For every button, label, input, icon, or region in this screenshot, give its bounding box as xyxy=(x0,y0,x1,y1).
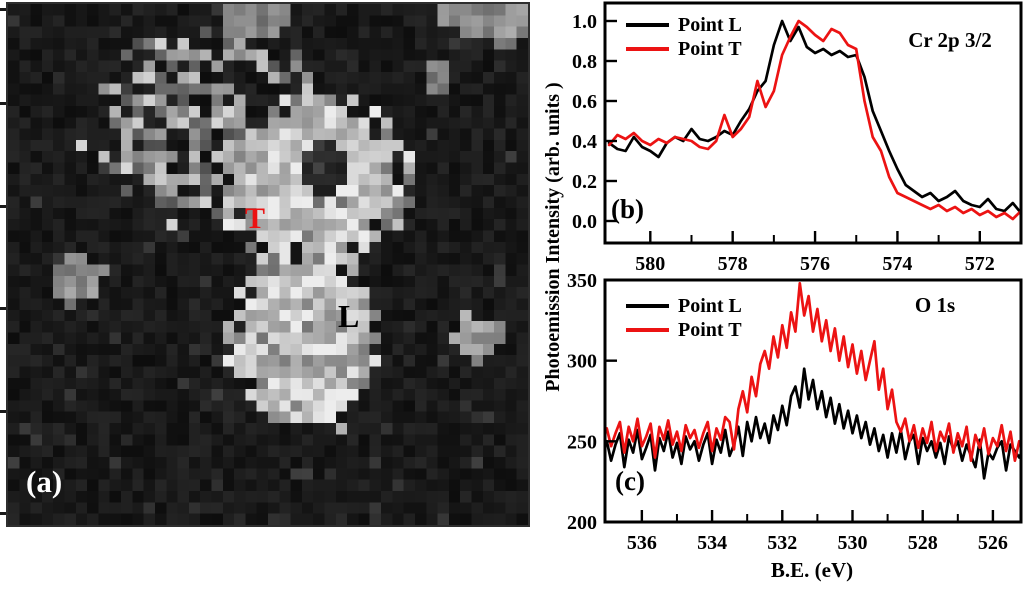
x-tick-label: 572 xyxy=(965,253,995,275)
annotation-o1s: O 1s xyxy=(914,293,956,317)
panel-c-label: (c) xyxy=(615,466,645,496)
image-scale-tick xyxy=(0,8,6,11)
y-tick-label: 0.2 xyxy=(572,171,597,193)
y-tick-label: 0.0 xyxy=(572,211,597,233)
legend-label: Point L xyxy=(678,295,742,317)
legend-item: Point T xyxy=(626,318,742,342)
y-tick-label: 200 xyxy=(567,512,597,534)
legend-line-point-t xyxy=(626,328,669,332)
axis-frame-o1s xyxy=(603,278,1023,524)
y-tick-label: 0.8 xyxy=(572,51,597,73)
point-l-marker: L xyxy=(338,298,360,334)
x-tick-label: 530 xyxy=(837,532,867,554)
x-tick-label: 532 xyxy=(767,532,797,554)
legend-label: Point T xyxy=(678,38,742,60)
x-tick-label: 536 xyxy=(627,532,657,554)
series-line-point-t-cr2p xyxy=(607,19,1021,221)
point-t-marker: T xyxy=(245,202,266,235)
legend-o1s: Point L Point T xyxy=(626,294,742,342)
legend-item: Point L xyxy=(626,13,742,37)
series-line-point-l-o1s xyxy=(605,367,1021,480)
y-tick-label: 0.6 xyxy=(572,91,597,113)
y-tick-label: 0.4 xyxy=(572,131,597,153)
x-tick-label: 574 xyxy=(882,253,912,275)
y-tick-label: 350 xyxy=(567,270,597,292)
legend-line-point-l xyxy=(626,23,669,27)
legend-item: Point L xyxy=(626,294,742,318)
x-tick-label: 526 xyxy=(978,532,1008,554)
legend-line-point-t xyxy=(626,47,669,51)
legend-cr2p: Point L Point T xyxy=(626,13,742,61)
x-tick-label: 528 xyxy=(908,532,938,554)
series-line-point-t-o1s xyxy=(605,281,1021,463)
legend-item: Point T xyxy=(626,37,742,61)
y-tick-label: 300 xyxy=(567,351,597,373)
axis-frame-cr2p xyxy=(603,1,1023,245)
image-scale-tick xyxy=(0,410,6,413)
image-scale-tick xyxy=(0,102,6,105)
annotation-cr2p: Cr 2p 3/2 xyxy=(908,28,992,52)
x-axis-label: B.E. (eV) xyxy=(770,558,854,582)
y-tick-label: 250 xyxy=(567,431,597,453)
y-tick-label: 1.0 xyxy=(572,11,597,33)
legend-line-point-l xyxy=(626,304,669,308)
image-scale-tick xyxy=(0,512,6,515)
x-tick-label: 578 xyxy=(718,253,748,275)
panel-b-label: (b) xyxy=(611,194,644,224)
peem-image-panel xyxy=(6,2,530,527)
x-tick-label: 580 xyxy=(635,253,665,275)
peem-image xyxy=(8,4,528,525)
image-scale-tick xyxy=(0,307,6,310)
legend-label: Point T xyxy=(678,319,742,341)
x-tick-label: 576 xyxy=(800,253,830,275)
x-tick-label: 534 xyxy=(697,532,727,554)
legend-label: Point L xyxy=(678,14,742,36)
image-scale-tick xyxy=(0,205,6,208)
panel-a-label: (a) xyxy=(26,464,63,499)
